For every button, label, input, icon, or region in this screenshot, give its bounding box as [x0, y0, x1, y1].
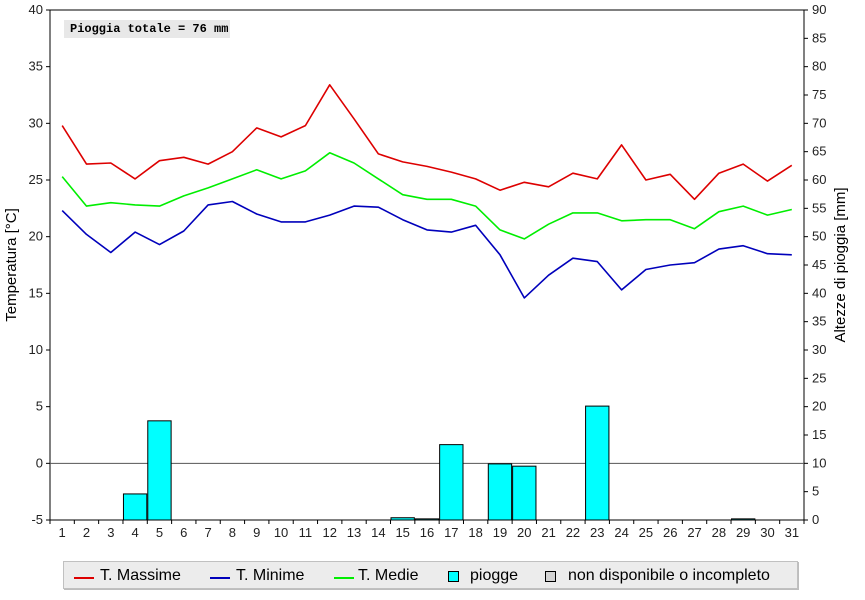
rain-bar — [731, 518, 756, 521]
x-tick-label: 6 — [180, 525, 187, 540]
y2-tick-label: 5 — [812, 484, 819, 499]
y2-tick-label: 90 — [812, 2, 826, 17]
y-tick-label: 25 — [29, 172, 43, 187]
rain-bar — [439, 444, 464, 521]
x-tick-label: 10 — [274, 525, 288, 540]
y2-tick-label: 85 — [812, 30, 826, 45]
rain-total-box — [64, 20, 230, 38]
x-tick-label: 19 — [493, 525, 507, 540]
x-tick-label: 8 — [229, 525, 236, 540]
legend-max-swatch — [74, 577, 94, 579]
y2-tick-label: 10 — [812, 455, 826, 470]
y2-tick-label: 60 — [812, 172, 826, 187]
y2-tick-label: 80 — [812, 59, 826, 74]
y2-tick-label: 40 — [812, 285, 826, 300]
x-tick-label: 2 — [83, 525, 90, 540]
x-tick-label: 5 — [156, 525, 163, 540]
legend-rain-swatch — [448, 571, 459, 582]
y-tick-label: 10 — [29, 342, 43, 357]
legend-min-label: T. Minime — [236, 567, 305, 584]
rain-bar — [390, 517, 415, 521]
legend-med-label: T. Medie — [358, 567, 419, 584]
y2-tick-label: 45 — [812, 257, 826, 272]
x-tick-label: 20 — [517, 525, 531, 540]
y2-tick-label: 70 — [812, 115, 826, 130]
x-tick-label: 16 — [420, 525, 434, 540]
x-tick-label: 17 — [444, 525, 458, 540]
series-med-line — [61, 152, 792, 240]
y2-tick-label: 15 — [812, 427, 826, 442]
y2-tick-label: 20 — [812, 399, 826, 414]
legend-na-label: non disponibile o incompleto — [568, 567, 770, 584]
x-tick-label: 12 — [322, 525, 336, 540]
x-tick-label: 3 — [107, 525, 114, 540]
y2-tick-label: 65 — [812, 144, 826, 159]
y-tick-label: 5 — [36, 399, 43, 414]
x-tick-label: 23 — [590, 525, 604, 540]
rain-bar — [512, 465, 537, 521]
x-tick-label: 9 — [253, 525, 260, 540]
y-tick-label: 0 — [36, 455, 43, 470]
y-tick-label: -5 — [31, 512, 43, 527]
legend-rain-label: piogge — [470, 567, 519, 584]
rain-bar — [585, 405, 610, 521]
y2-tick-label: 55 — [812, 200, 826, 215]
legend-max-label: T. Massime — [100, 567, 181, 584]
y-tick-label: 30 — [29, 115, 43, 130]
y-tick-label: 35 — [29, 59, 43, 74]
x-tick-label: 31 — [785, 525, 799, 540]
series-max-line — [61, 84, 793, 201]
series-min-line — [61, 200, 792, 299]
x-tick-label: 27 — [687, 525, 701, 540]
y2-tick-label: 30 — [812, 342, 826, 357]
y2-axis-title: Altezze di pioggia [mm] — [832, 187, 849, 342]
x-tick-label: 26 — [663, 525, 677, 540]
y-axis-title: Temperatura [°C] — [3, 208, 20, 322]
x-tick-label: 18 — [468, 525, 482, 540]
legend-na-swatch — [545, 571, 556, 582]
rain-bar — [147, 420, 172, 521]
legend: T. Massime T. Minime T. Medie piogge non… — [63, 561, 798, 589]
y-tick-label: 40 — [29, 2, 43, 17]
y2-tick-label: 35 — [812, 314, 826, 329]
x-tick-label: 15 — [395, 525, 409, 540]
y2-tick-label: 0 — [812, 512, 819, 527]
rain-bar — [487, 463, 513, 521]
legend-min-swatch — [210, 577, 230, 579]
rain-total-label: Pioggia totale = 76 mm — [70, 22, 229, 36]
y2-tick-label: 25 — [812, 370, 826, 385]
x-tick-label: 25 — [639, 525, 653, 540]
x-tick-label: 21 — [541, 525, 555, 540]
x-tick-label: 1 — [59, 525, 66, 540]
y-tick-label: 15 — [29, 285, 43, 300]
rain-bar — [414, 518, 440, 521]
x-tick-label: 29 — [736, 525, 750, 540]
x-tick-label: 13 — [347, 525, 361, 540]
x-tick-label: 11 — [299, 525, 313, 540]
x-tick-label: 22 — [566, 525, 580, 540]
x-tick-label: 7 — [204, 525, 211, 540]
y-tick-label: 20 — [29, 229, 43, 244]
x-tick-label: 28 — [712, 525, 726, 540]
x-tick-label: 4 — [132, 525, 139, 540]
y2-tick-label: 75 — [812, 87, 826, 102]
rain-bar — [122, 493, 148, 521]
x-tick-label: 30 — [760, 525, 774, 540]
legend-med-swatch — [334, 577, 354, 579]
x-tick-label: 14 — [371, 525, 385, 540]
y2-tick-label: 50 — [812, 229, 826, 244]
x-tick-label: 24 — [614, 525, 628, 540]
